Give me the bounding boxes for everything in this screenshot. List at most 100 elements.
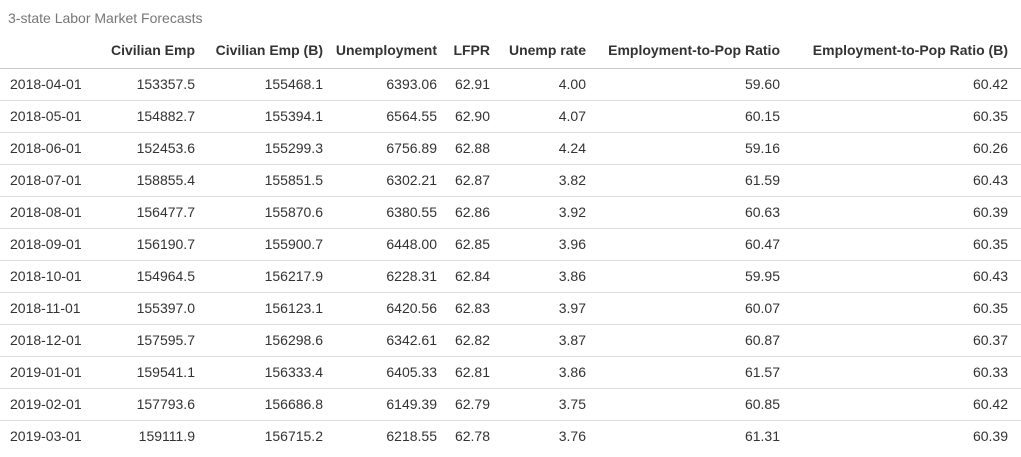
date-cell: 2018-04-01	[0, 68, 95, 101]
value-cell: 3.75	[490, 388, 586, 421]
value-cell: 62.90	[437, 100, 490, 133]
value-cell: 61.57	[586, 356, 780, 389]
value-cell: 6405.33	[323, 356, 437, 389]
col-header-employment-to-pop-ratio: Employment-to-Pop Ratio	[586, 34, 780, 69]
value-cell: 62.86	[437, 196, 490, 229]
value-cell: 155468.1	[195, 68, 323, 101]
value-cell: 60.35	[780, 292, 1021, 325]
value-cell: 62.85	[437, 228, 490, 261]
value-cell: 60.43	[780, 260, 1021, 293]
value-cell: 62.84	[437, 260, 490, 293]
value-cell: 159111.9	[138, 428, 195, 444]
value-cell: 156333.4	[195, 356, 323, 389]
value-cell: 60.07	[586, 292, 780, 325]
value-cell: 3.86	[490, 260, 586, 293]
table-row: 2018-12-01 157595.7 156298.6 6342.61 62.82 3.…	[0, 324, 1021, 357]
value-cell: 60.33	[780, 356, 1021, 389]
date-cell: 2019-03-01	[10, 428, 82, 444]
value-cell: 60.35	[780, 228, 1021, 261]
value-cell: 62.88	[437, 132, 490, 165]
value-cell: 155900.7	[195, 228, 323, 261]
table-header-row: Civilian Emp Civilian Emp (B) Unemployme…	[0, 34, 1021, 69]
value-cell: 156190.7	[95, 228, 195, 261]
value-cell: 6228.31	[323, 260, 437, 293]
value-cell: 4.07	[490, 100, 586, 133]
table-row: 2018-06-01 152453.6 155299.3 6756.89 62.88 4.…	[0, 132, 1021, 165]
value-cell: 60.35	[780, 100, 1021, 133]
value-cell: 62.81	[437, 356, 490, 389]
value-cell: 153357.5	[95, 68, 195, 101]
value-cell: 155299.3	[195, 132, 323, 165]
value-cell: 60.15	[586, 100, 780, 133]
col-header-unemployment: Unemployment	[323, 34, 437, 69]
date-cell: 2018-05-01	[0, 100, 95, 133]
value-cell: 156686.8	[195, 388, 323, 421]
value-cell: 158855.4	[95, 164, 195, 197]
value-cell: 6302.21	[323, 164, 437, 197]
date-cell: 2018-10-01	[0, 260, 95, 293]
col-header-date	[0, 34, 95, 69]
value-cell: 154882.7	[95, 100, 195, 133]
table-row: 2018-09-01 156190.7 155900.7 6448.00 62.85 3.…	[0, 228, 1021, 261]
value-cell: 62.87	[437, 164, 490, 197]
value-cell: 6380.55	[323, 196, 437, 229]
value-cell: 159541.1	[95, 356, 195, 389]
value-cell: 155394.1	[195, 100, 323, 133]
value-cell: 155851.5	[195, 164, 323, 197]
col-header-unemp-rate: Unemp rate	[490, 34, 586, 69]
value-cell: 60.87	[586, 324, 780, 357]
value-cell: 60.42	[780, 68, 1021, 101]
date-cell: 2018-12-01	[0, 324, 95, 357]
value-cell: 59.16	[586, 132, 780, 165]
value-cell: 60.85	[586, 388, 780, 421]
table-row: 2018-04-01 153357.5 155468.1 6393.06 62.91 4.…	[0, 68, 1021, 101]
value-cell: 155870.6	[195, 196, 323, 229]
value-cell: 3.76	[558, 428, 586, 444]
date-cell: 2018-11-01	[0, 292, 95, 325]
value-cell: 60.63	[586, 196, 780, 229]
table-row: 2019-02-01 157793.6 156686.8 6149.39 62.79 3.…	[0, 388, 1021, 421]
value-cell: 60.39	[972, 428, 1008, 444]
value-cell: 6393.06	[323, 68, 437, 101]
table-row: 2018-07-01 158855.4 155851.5 6302.21 62.87 3.…	[0, 164, 1021, 197]
value-cell: 62.78	[454, 428, 490, 444]
value-cell: 6756.89	[323, 132, 437, 165]
value-cell: 155397.0	[95, 292, 195, 325]
value-cell: 152453.6	[95, 132, 195, 165]
value-cell: 156123.1	[195, 292, 323, 325]
value-cell: 6420.56	[323, 292, 437, 325]
date-cell: 2018-08-01	[0, 196, 95, 229]
col-header-civilian-emp-b: Civilian Emp (B)	[195, 34, 323, 69]
value-cell: 6448.00	[323, 228, 437, 261]
table-row: 2018-11-01 155397.0 156123.1 6420.56 62.83 3.…	[0, 292, 1021, 325]
value-cell: 62.91	[437, 68, 490, 101]
value-cell: 3.97	[490, 292, 586, 325]
page-title: 3-state Labor Market Forecasts	[8, 10, 203, 26]
value-cell: 62.83	[437, 292, 490, 325]
value-cell: 156298.6	[195, 324, 323, 357]
table-body: 2018-04-01 153357.5 155468.1 6393.06 62.91 4.…	[0, 68, 1021, 453]
value-cell: 59.60	[586, 68, 780, 101]
date-cell: 2018-07-01	[0, 164, 95, 197]
value-cell: 60.26	[780, 132, 1021, 165]
value-cell: 60.42	[780, 388, 1021, 421]
value-cell: 156217.9	[195, 260, 323, 293]
date-cell: 2018-06-01	[0, 132, 95, 165]
value-cell: 62.82	[437, 324, 490, 357]
table-row: 2019-03-01 159111.9 156715.2 6218.55 62.78 3.…	[0, 421, 1021, 453]
value-cell: 156715.2	[264, 428, 323, 444]
value-cell: 6342.61	[323, 324, 437, 357]
value-cell: 60.43	[780, 164, 1021, 197]
table-row: 2018-05-01 154882.7 155394.1 6564.55 62.90 4.…	[0, 100, 1021, 133]
col-header-civilian-emp: Civilian Emp	[95, 34, 195, 69]
value-cell: 60.39	[780, 196, 1021, 229]
value-cell: 3.86	[490, 356, 586, 389]
date-cell: 2019-02-01	[0, 388, 95, 421]
value-cell: 60.37	[780, 324, 1021, 357]
value-cell: 4.24	[490, 132, 586, 165]
value-cell: 62.79	[437, 388, 490, 421]
value-cell: 6564.55	[323, 100, 437, 133]
value-cell: 6218.55	[386, 428, 437, 444]
value-cell: 157793.6	[95, 388, 195, 421]
